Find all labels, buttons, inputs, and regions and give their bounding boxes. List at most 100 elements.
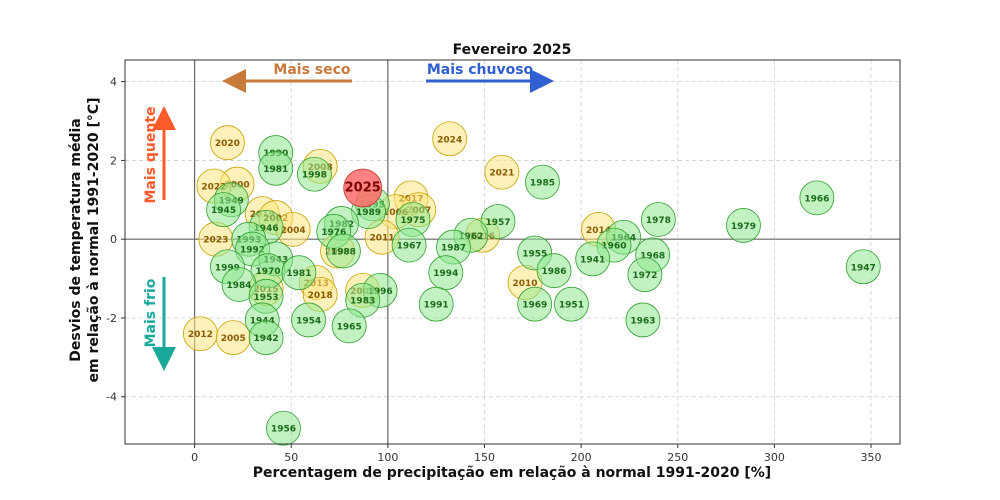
- point-label: 1970: [255, 267, 280, 277]
- point-label: 1967: [397, 242, 422, 252]
- point-label: 1979: [731, 222, 756, 232]
- point-marker: [331, 308, 367, 344]
- point-label: 1946: [254, 224, 279, 234]
- point-label: 1956: [271, 425, 296, 435]
- y-tick-label: -2: [106, 312, 117, 325]
- point-marker: [248, 320, 284, 356]
- point-marker: [554, 286, 589, 322]
- annotation-wet-label: Mais chuvoso: [427, 62, 534, 78]
- y-axis-ticks: -4 -2 0 2 4: [106, 76, 125, 404]
- point-marker: [391, 227, 427, 263]
- data-point-1994: 1994: [428, 255, 464, 291]
- point-marker: [536, 253, 572, 289]
- point-marker: [297, 156, 332, 192]
- point-marker: [525, 164, 560, 200]
- point-label: 1942: [254, 334, 279, 344]
- point-marker: [343, 168, 383, 208]
- point-label: 1957: [485, 218, 510, 228]
- data-point-1966: 1966: [799, 180, 835, 216]
- point-marker: [517, 286, 553, 322]
- point-label: 1968: [640, 251, 665, 261]
- data-point-1979: 1979: [726, 208, 761, 243]
- data-point-1945: 1945: [206, 192, 241, 228]
- point-marker: [210, 125, 245, 161]
- data-point-1951: 1951: [554, 286, 589, 322]
- point-label: 1960: [601, 242, 626, 252]
- point-label: 1992: [240, 246, 265, 256]
- point-marker: [418, 286, 454, 322]
- chart-title: Fevereiro 2025: [453, 42, 572, 58]
- annotation-dry: Mais seco: [222, 62, 352, 93]
- annotation-hot-label: Mais quente: [143, 106, 159, 203]
- y-tick-label: 4: [110, 76, 117, 89]
- x-axis-ticks: 0 50 100 150 200 250 300 350: [191, 444, 882, 464]
- data-point-1967: 1967: [391, 227, 427, 263]
- point-label: 1978: [646, 216, 671, 226]
- point-marker: [325, 233, 361, 269]
- data-point-1954: 1954: [291, 302, 327, 338]
- point-label: 2021: [489, 169, 514, 179]
- point-label: 1987: [441, 244, 466, 254]
- point-marker: [266, 410, 301, 446]
- data-point-1991: 1991: [418, 286, 454, 322]
- data-point-1956: 1956: [266, 410, 301, 446]
- point-label: 2024: [437, 135, 462, 145]
- x-tick-label: 150: [474, 451, 495, 464]
- y-axis-title-line1: Desvios de temperatura média: [68, 118, 84, 361]
- point-marker: [627, 257, 663, 293]
- point-marker: [291, 302, 327, 338]
- point-label: 1962: [458, 232, 483, 242]
- y-tick-label: -4: [106, 391, 117, 404]
- data-point-1969: 1969: [517, 286, 553, 322]
- point-label: 2023: [203, 236, 228, 246]
- annotation-cold: Mais frio: [143, 277, 176, 371]
- point-marker: [258, 150, 294, 186]
- x-tick-label: 0: [191, 451, 198, 464]
- annotation-dry-label: Mais seco: [273, 62, 351, 78]
- data-point-2020: 2020: [210, 125, 245, 161]
- data-point-1985: 1985: [525, 164, 560, 200]
- data-point-1988: 1988: [325, 233, 361, 269]
- point-marker: [641, 202, 676, 237]
- point-label: 1965: [337, 322, 362, 332]
- point-label: 1998: [302, 171, 327, 181]
- point-label: 1981: [286, 269, 311, 279]
- point-label: 2020: [215, 139, 240, 149]
- data-point-1972: 1972: [627, 257, 663, 293]
- point-marker: [726, 208, 761, 243]
- plot-frame: [124, 59, 901, 445]
- x-tick-label: 350: [861, 451, 882, 464]
- data-point-1942: 1942: [248, 320, 284, 356]
- point-marker: [206, 192, 241, 228]
- point-label: 2018: [308, 291, 333, 301]
- data-point-1941: 1941: [575, 241, 611, 277]
- point-label: 1999: [215, 263, 240, 273]
- x-tick-label: 100: [377, 451, 398, 464]
- data-point-1998: 1998: [297, 156, 332, 192]
- data-point-1947: 1947: [845, 249, 881, 285]
- point-label: 1951: [559, 301, 584, 311]
- data-point-2024: 2024: [432, 121, 468, 157]
- point-label: 2010: [513, 279, 538, 289]
- point-marker: [625, 302, 661, 338]
- point-label: 1988: [331, 248, 356, 258]
- point-label: 2014: [586, 226, 611, 236]
- point-label: 1976: [321, 228, 346, 238]
- y-tick-label: 0: [110, 233, 117, 246]
- point-label: 1947: [851, 263, 876, 273]
- x-tick-label: 250: [667, 451, 688, 464]
- x-tick-label: 50: [284, 451, 298, 464]
- point-label: 1941: [580, 255, 605, 265]
- annotation-wet: Mais chuvoso: [426, 62, 554, 93]
- point-label: 1994: [433, 269, 458, 279]
- point-label: 2022: [201, 183, 226, 193]
- data-point-2005: 2005: [215, 320, 251, 356]
- point-label: 1966: [804, 194, 829, 204]
- point-label: 1981: [263, 165, 288, 175]
- point-label: 1972: [632, 271, 657, 281]
- data-point-2012: 2012: [182, 316, 218, 352]
- x-tick-label: 300: [764, 451, 785, 464]
- point-label: 2004: [281, 226, 306, 236]
- point-label: 2006: [383, 208, 408, 218]
